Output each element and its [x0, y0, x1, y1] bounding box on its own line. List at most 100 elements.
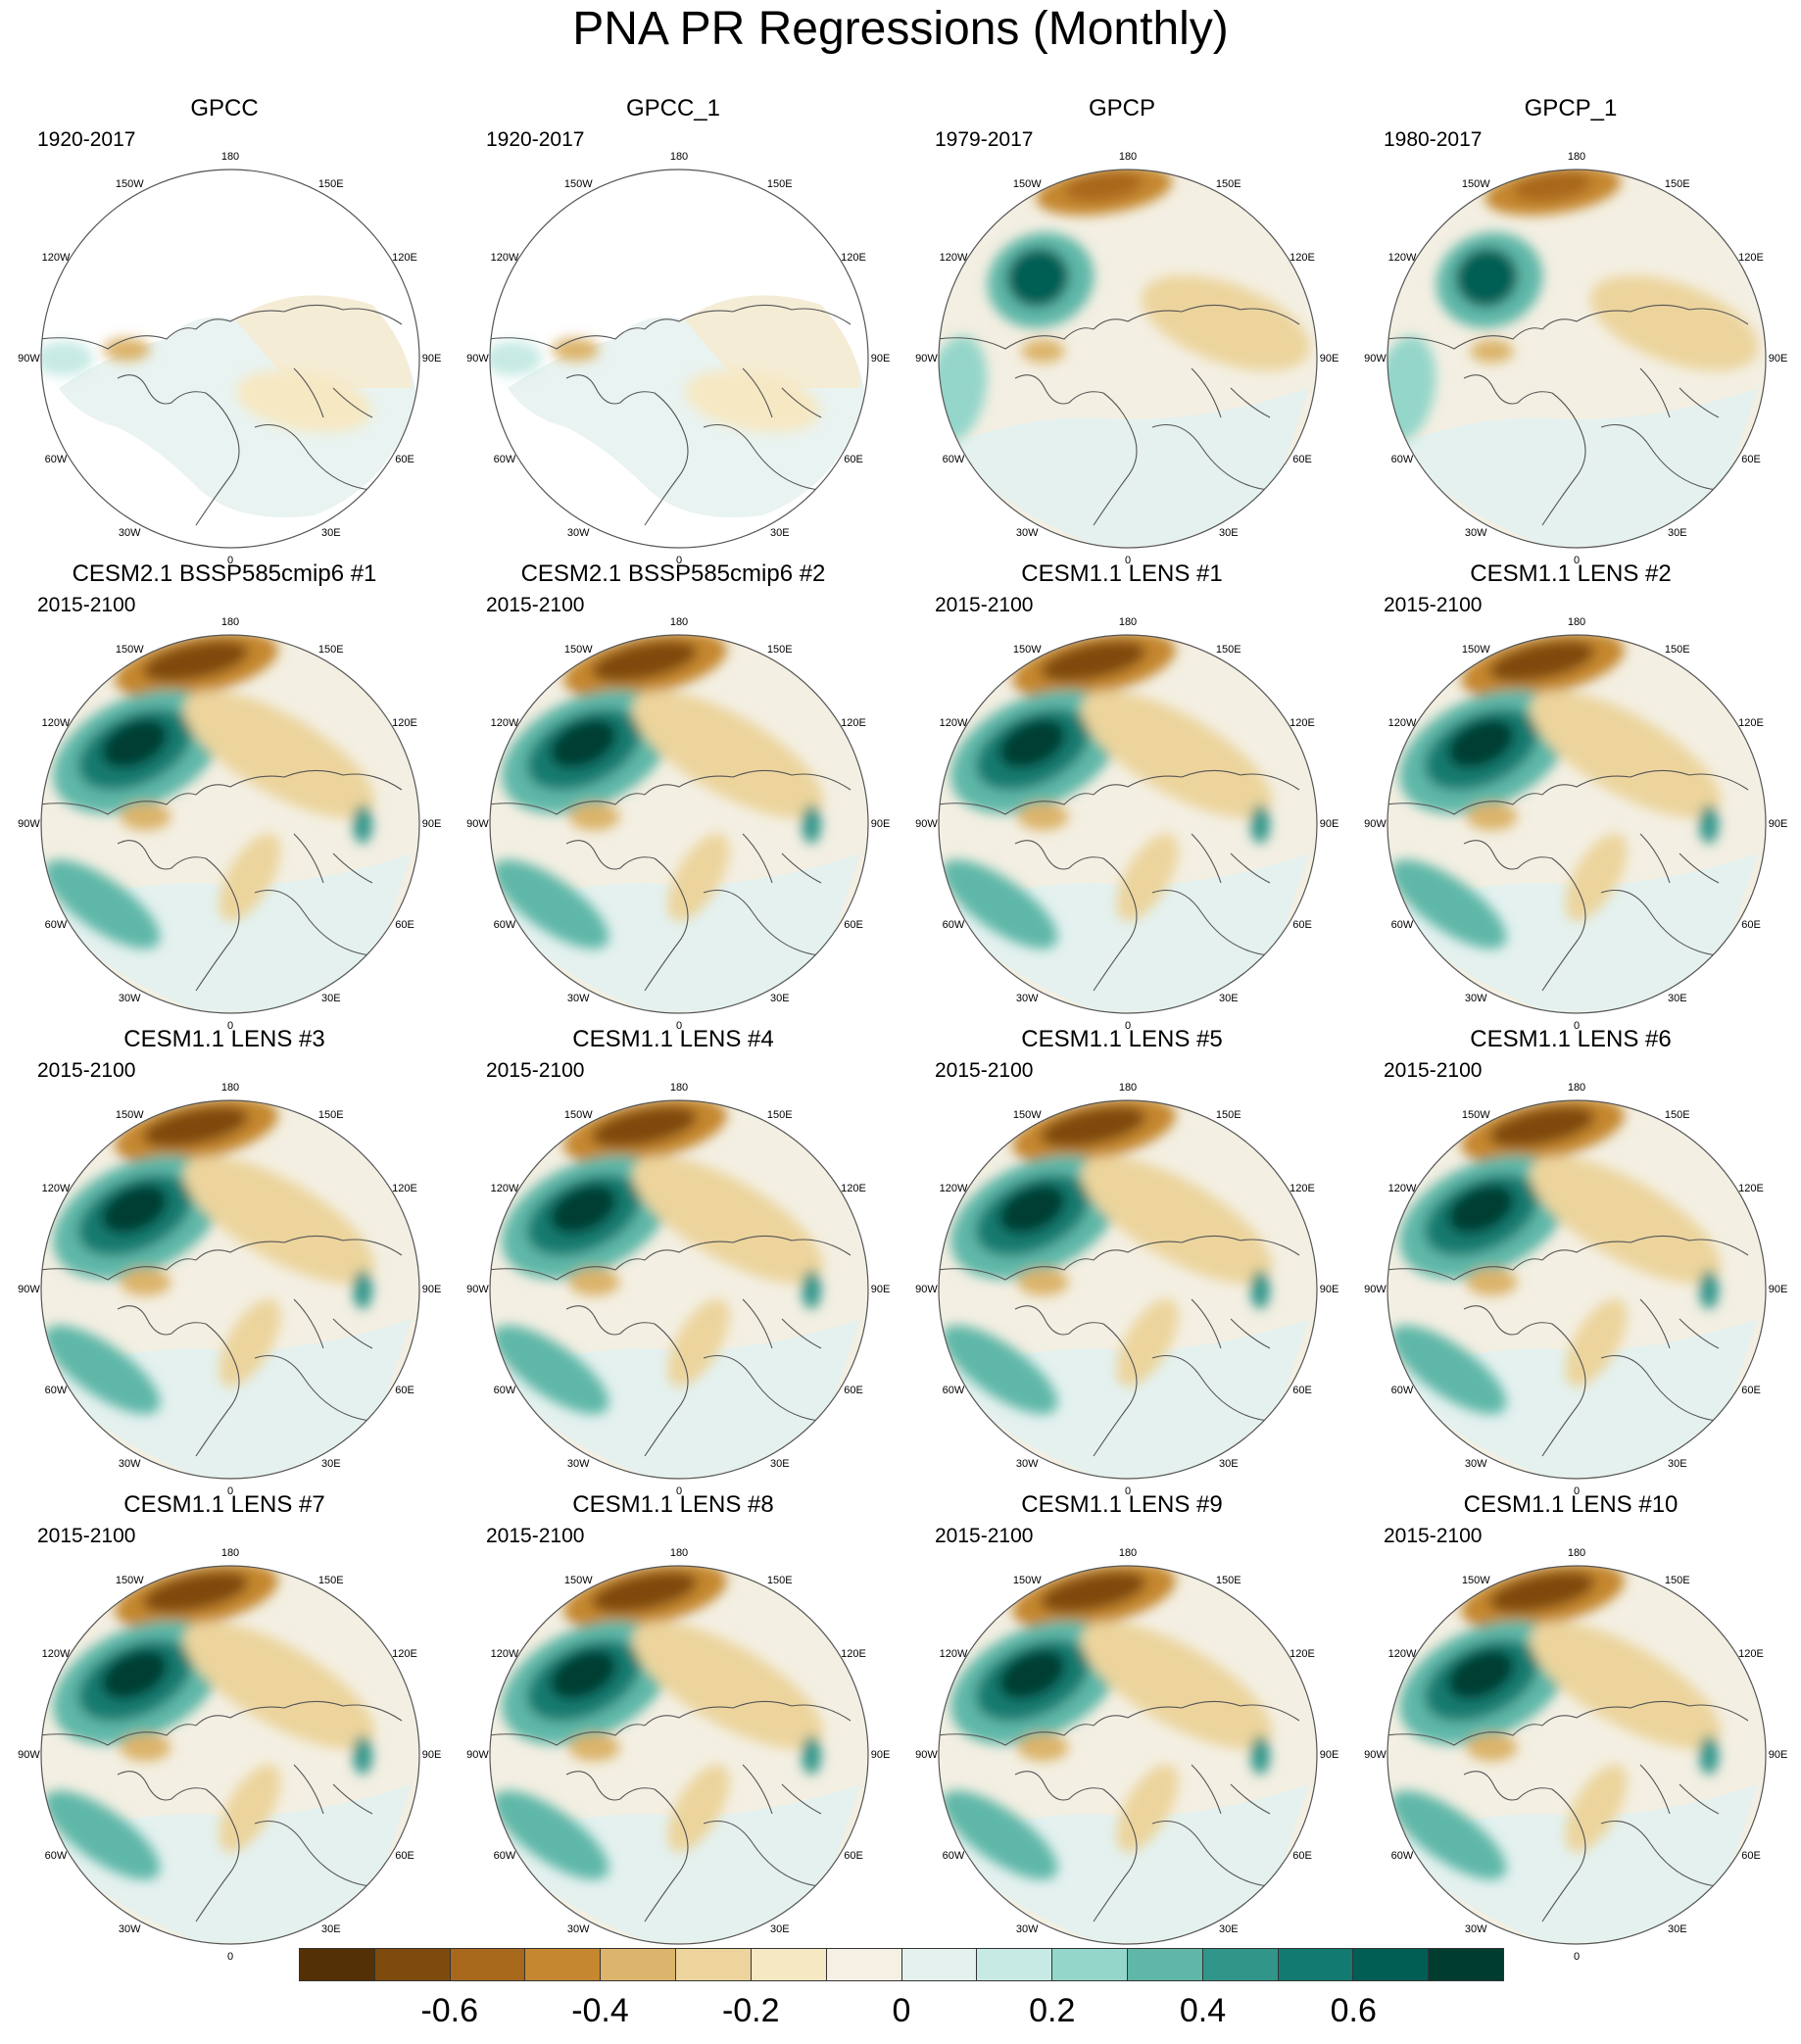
longitude-label: 150W — [115, 1108, 144, 1121]
panel-title: CESM1.1 LENS #10 — [1463, 1491, 1679, 1518]
coastline — [117, 1771, 207, 1801]
anomaly-blob — [941, 859, 1058, 949]
coastline — [195, 1788, 240, 1922]
longitude-label: 30W — [1464, 527, 1487, 539]
longitude-label: 120W — [41, 717, 71, 730]
panel-period: 2015-2100 — [1384, 594, 1483, 616]
longitude-label: 150W — [1012, 1574, 1042, 1586]
longitude-label: 120W — [939, 717, 968, 730]
longitude-label: 90E — [1768, 818, 1788, 830]
longitude-label: 30E — [1218, 1923, 1239, 1935]
panel-grid: 180 150E 120E 90E 60E 30E 0 30W 60W 90W 120W 150W GP… — [0, 94, 1788, 1963]
colorbar — [299, 1948, 1504, 1981]
longitude-label: 90W — [18, 1284, 40, 1295]
longitude-label: 30W — [1015, 1458, 1039, 1470]
longitude-label: 150E — [317, 643, 344, 656]
anomaly-blob — [1081, 690, 1273, 818]
coastline — [939, 327, 1095, 350]
anomaly-blob — [1470, 339, 1514, 364]
longitude-label: 30W — [566, 527, 590, 539]
colorbar-swatch — [977, 1949, 1053, 1980]
anomaly-blob — [142, 1571, 249, 1613]
anomaly-blob — [667, 1298, 730, 1387]
longitude-label: 60E — [1741, 1849, 1761, 1862]
panel-period: 1920-2017 — [486, 128, 585, 151]
coastline — [1093, 304, 1300, 330]
colorbar-tick-label: 0.6 — [1330, 1992, 1377, 2029]
longitude-label: 150E — [317, 1574, 344, 1586]
panel-title: CESM1.1 LENS #9 — [1021, 1491, 1223, 1518]
anomaly-blob — [591, 1571, 698, 1613]
anomaly-blob — [353, 804, 373, 844]
longitude-label: 90W — [18, 818, 40, 830]
map-panel: 180 150E 120E 90E 60E 30E 0 30W 60W 90W 120W 150W GP… — [449, 94, 898, 566]
anomaly-blob — [550, 1185, 617, 1235]
map-border — [489, 169, 869, 549]
anomaly-blob — [1389, 1790, 1507, 1880]
colorbar-tick-label: 0 — [892, 1992, 911, 2029]
panel-title: CESM1.1 LENS #1 — [1021, 560, 1223, 587]
coastline — [1639, 833, 1720, 884]
panel-title: CESM1.1 LENS #6 — [1470, 1026, 1672, 1052]
anomaly-blob — [492, 1325, 609, 1415]
coastline — [644, 1323, 689, 1457]
coastline — [1463, 840, 1553, 870]
longitude-label: 120W — [1387, 1183, 1417, 1195]
anomaly-blob — [1081, 1155, 1273, 1284]
coastline — [1387, 1258, 1543, 1281]
anomaly-blob — [1488, 1105, 1595, 1147]
longitude-label: 180 — [220, 1547, 240, 1560]
polar-map — [1387, 1099, 1767, 1480]
polar-map — [1387, 1565, 1767, 1945]
longitude-label: 150E — [1664, 177, 1690, 190]
longitude-label: 90W — [1364, 1749, 1387, 1761]
longitude-label: 30E — [320, 527, 341, 539]
longitude-label: 60E — [844, 918, 863, 931]
longitude-label: 60E — [395, 1384, 414, 1396]
longitude-label: 120E — [1738, 1648, 1764, 1661]
longitude-label: 180 — [669, 616, 689, 629]
longitude-label: 150W — [1461, 1108, 1490, 1121]
coastline — [644, 1788, 689, 1922]
anomaly-blob — [142, 1105, 249, 1147]
longitude-label: 90W — [915, 353, 938, 365]
anomaly-blob — [667, 1764, 730, 1853]
polar-map — [40, 1099, 420, 1480]
coastline — [742, 833, 822, 884]
longitude-label: 120E — [392, 252, 417, 265]
colorbar-swatch — [525, 1949, 602, 1980]
colorbar-swatch — [1202, 1949, 1279, 1980]
longitude-label: 60E — [1292, 1849, 1312, 1862]
anomaly-blob — [632, 1155, 824, 1284]
coastline — [1387, 793, 1543, 815]
longitude-label: 60W — [493, 918, 516, 931]
coastline — [644, 1235, 852, 1261]
longitude-label: 90E — [421, 353, 442, 365]
coastline — [293, 1764, 373, 1815]
anomaly-blob — [490, 341, 543, 376]
coastline — [1093, 1788, 1138, 1922]
anomaly-blob — [1250, 804, 1271, 844]
colorbar-swatch — [601, 1949, 677, 1980]
colorbar-swatch — [300, 1949, 375, 1980]
longitude-label: 150W — [563, 177, 593, 190]
polar-map — [1387, 634, 1767, 1014]
panel-period: 1980-2017 — [1384, 128, 1483, 151]
longitude-label: 0 — [226, 1484, 234, 1497]
longitude-label: 90E — [1319, 1749, 1339, 1761]
coastline — [1639, 367, 1720, 418]
anomaly-blob — [1466, 1733, 1518, 1762]
coastline — [195, 1235, 403, 1261]
colorbar-swatch — [901, 1949, 978, 1980]
map-panel: 180 150E 120E 90E 60E 30E 0 30W 60W 90W 120W 150W CE… — [0, 1025, 449, 1497]
colorbar-swatch — [826, 1949, 902, 1980]
anomaly-blob — [1699, 1270, 1720, 1309]
longitude-label: 120W — [490, 1648, 519, 1661]
map-border — [938, 1099, 1318, 1480]
anomaly-blob — [1142, 275, 1310, 371]
longitude-label: 120W — [1387, 252, 1417, 265]
coastline — [644, 769, 852, 796]
anomaly-blob — [1447, 719, 1515, 769]
longitude-label: 120E — [392, 1183, 417, 1195]
longitude-label: 180 — [1118, 1082, 1138, 1095]
